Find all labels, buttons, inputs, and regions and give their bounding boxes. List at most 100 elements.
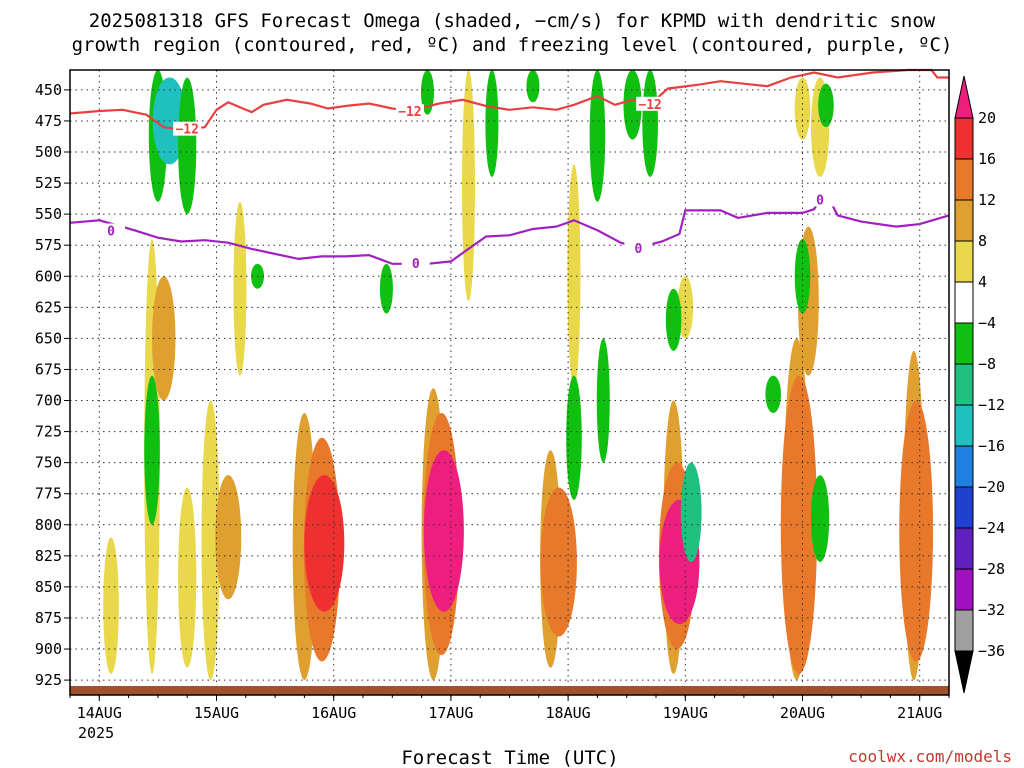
contour-label-bg [97,223,126,238]
y-tick-label-800: 800 [35,516,62,534]
contour-label-bg [636,96,665,111]
omega-region-15 [540,487,577,637]
colorbar-bin-9 [954,486,974,529]
omega-region-44 [765,375,781,413]
contour-line--12 [69,68,949,131]
contour-label-bg [806,192,835,207]
omega-region-31 [144,375,160,525]
contour-label--12: −12 [638,98,661,113]
x-axis-time: 14AUG 15AUG 16AUG 17AUG 18AUG 19AUG 20AUG 21AUG [69,695,950,722]
omega-region-46 [810,475,830,563]
x-tick-label-16AUG: 16AUG [311,704,356,722]
contour-label-bg [624,240,653,255]
omega-region-22 [780,375,818,674]
y-tick-label-650: 650 [35,329,62,347]
colorbar-label-9: −20 [978,478,1005,496]
y-tick-label-475: 475 [35,112,62,130]
omega-region-27 [899,400,934,662]
colorbar-label-0: 20 [978,109,996,127]
colorbar-bin-5 [954,322,974,365]
y-tick-label-525: 525 [35,174,62,192]
x-tick-label-18AUG: 18AUG [546,704,591,722]
colorbar-bottom-arrow [954,650,974,694]
omega-region-34 [420,70,434,115]
y-tick-label-850: 850 [35,578,62,596]
x-tick-label-17AUG: 17AUG [428,704,473,722]
omega-region-38 [642,70,658,177]
y-tick-label-900: 900 [35,640,62,658]
x-tick-label-14AUG: 14AUG [77,704,122,722]
colorbar-bin-8 [954,445,974,488]
colorbar-label-12: −32 [978,601,1005,619]
colorbar-bin-0 [954,117,974,160]
omega-region-9 [304,475,345,612]
omega-region-35 [526,70,540,103]
y-tick-label-750: 750 [35,454,62,472]
colorbar-bin-7 [954,404,974,447]
omega-region-33 [379,263,393,314]
omega-region-3 [178,487,197,668]
x-tick-label-21AUG: 21AUG [897,704,942,722]
grid-lines [70,70,949,695]
omega-shading [103,69,934,681]
x-tick-label-15AUG: 15AUG [194,704,239,722]
y-tick-label-575: 575 [35,236,62,254]
contour-label-0: 0 [635,242,643,257]
y-tick-label-775: 775 [35,485,62,503]
contour-label-0: 0 [816,193,824,208]
chart-title-line2: growth region (contoured, red, ºC) and f… [72,34,953,56]
colorbar-label-2: 12 [978,191,996,209]
y-tick-label-725: 725 [35,423,62,441]
omega-region-4 [201,400,220,681]
omega-region-0 [103,537,119,674]
omega-region-47 [818,83,834,128]
colorbar-label-3: 8 [978,232,987,250]
terrain-ground [70,686,949,695]
colorbar-label-1: 16 [978,150,996,168]
omega-region-43 [680,462,702,563]
y-tick-label-875: 875 [35,609,62,627]
contour-label-0: 0 [107,225,115,240]
omega-region-39 [485,70,499,177]
y-tick-label-625: 625 [35,298,62,316]
colorbar-bin-1 [954,158,974,201]
y-tick-label-675: 675 [35,360,62,378]
colorbar-label-8: −16 [978,437,1005,455]
colorbar-label-7: −12 [978,396,1005,414]
y-tick-label-925: 925 [35,671,62,689]
x-tick-label-19AUG: 19AUG [663,704,708,722]
contour-label-bg [395,104,424,119]
colorbar-top-arrow [954,75,974,119]
y-tick-label-500: 500 [35,143,62,161]
omega-region-40 [566,375,582,500]
colorbar-bin-3 [954,240,974,283]
y-tick-label-825: 825 [35,547,62,565]
omega-region-30 [178,77,197,215]
omega-region-5 [215,475,242,600]
contour-label--12: −12 [175,123,198,138]
credit-link[interactable]: coolwx.com/models [848,747,1012,766]
y-axis-pressure: 450 475 500 525 550 575 600 625 650 675 700 725 750 7… [35,81,70,689]
colorbar-label-13: −36 [978,642,1005,660]
contour-lines: −12 −12 −12 0 0 0 0 [69,68,950,272]
omega-region-41 [596,338,610,463]
colorbar-label-5: −4 [978,314,996,332]
colorbar-label-4: 4 [978,273,987,291]
colorbar-label-11: −28 [978,560,1005,578]
chart-title-line1: 2025081318 GFS Forecast Omega (shaded, −… [89,10,936,32]
contour-label-bg [173,121,202,136]
omega-region-42 [665,288,682,351]
contour-label--12: −12 [398,105,421,120]
omega-region-12 [423,450,464,612]
omega-region-36 [589,70,606,202]
contour-label-bg [401,255,430,270]
omega-region-13 [461,69,475,302]
omega-region-37 [623,70,642,140]
y-tick-label-450: 450 [35,81,62,99]
y-tick-label-700: 700 [35,392,62,410]
x-tick-label-20AUG: 20AUG [780,704,825,722]
colorbar-bin-6 [954,363,974,406]
x-axis-title: Forecast Time (UTC) [401,747,618,768]
colorbar-label-6: −8 [978,355,996,373]
